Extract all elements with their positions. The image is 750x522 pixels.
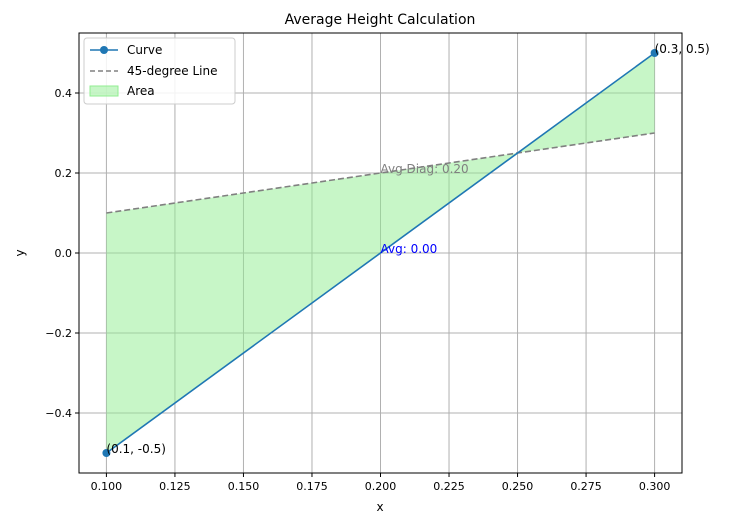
x-axis-label: x [376,500,383,514]
annotation-label: Avg Diag: 0.20 [381,162,469,176]
legend-box [83,37,236,105]
annotations: (0.1, -0.5) (0.3, 0.5) Avg: 0.00 Avg Diag: … [106,42,709,456]
curve-line [105,52,656,454]
y-tick-label: 0.0 [55,247,73,260]
x-tick-label: 0.200 [365,480,397,493]
y-tick-label: 0.4 [55,87,73,100]
x-tick-label: 0.275 [570,480,602,493]
x-tick-label: 0.100 [91,480,123,493]
y-tick-label: −0.2 [45,327,72,340]
legend: Curve 45-degree Line Area [83,37,236,105]
x-tick-label: 0.175 [296,480,328,493]
curve-point [102,449,111,457]
annotation-label: (0.1, -0.5) [106,442,166,456]
y-axis-label: y [13,249,27,256]
legend-curve-label: Curve [127,43,162,57]
y-axis-ticks: −0.4 −0.2 0.0 0.2 0.4 [45,87,79,420]
x-axis-ticks: 0.100 0.125 0.150 0.175 0.200 0.225 0.250 0.275… [91,473,671,493]
legend-area-swatch [89,85,119,97]
annotation-label: Avg: 0.00 [381,242,438,256]
y-tick-label: 0.2 [55,167,73,180]
series-layer [102,49,659,457]
legend-curve-marker [100,46,108,54]
diagonal-line [106,132,655,214]
y-tick-label: −0.4 [45,407,72,420]
x-tick-label: 0.300 [639,480,671,493]
legend-diag-label: 45-degree Line [127,64,217,78]
curve-point [650,49,659,57]
x-tick-label: 0.225 [433,480,465,493]
x-tick-label: 0.150 [228,480,260,493]
chart-title: Average Height Calculation [285,12,476,28]
x-tick-label: 0.125 [159,480,191,493]
x-tick-label: 0.250 [502,480,534,493]
annotation-label: (0.3, 0.5) [655,42,710,56]
legend-area-label: Area [127,84,155,98]
